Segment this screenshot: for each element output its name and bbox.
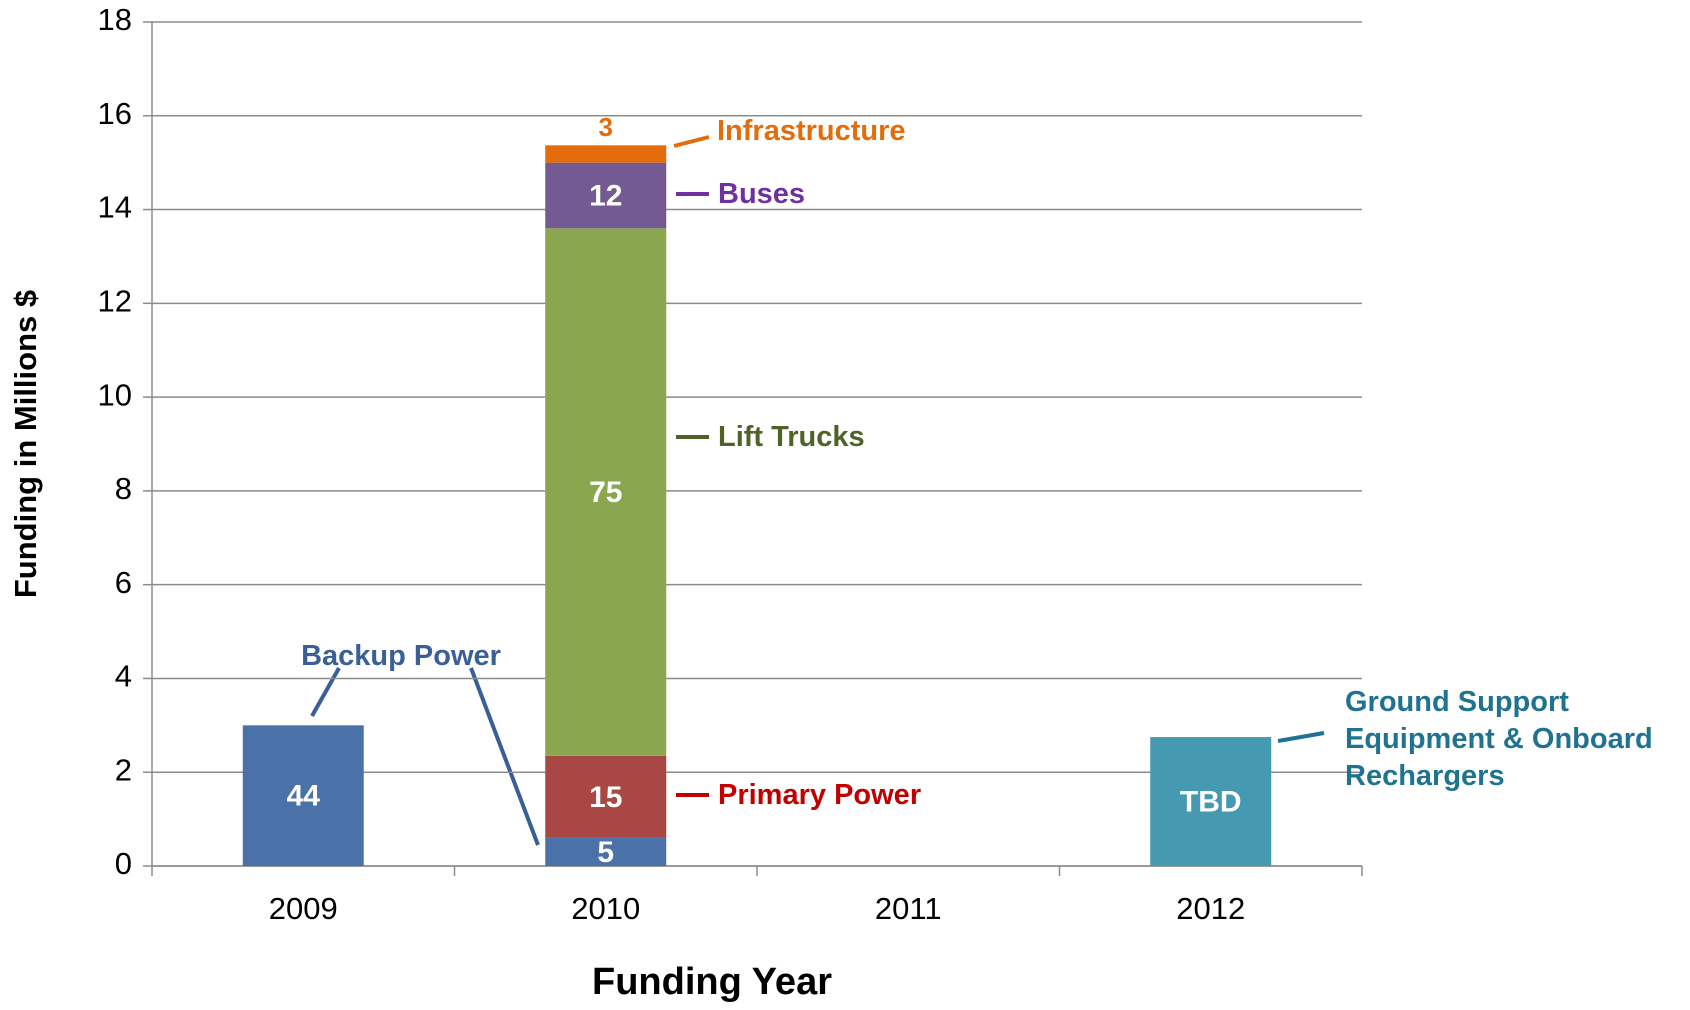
y-tick-label: 2: [115, 752, 132, 787]
y-tick-label: 16: [98, 96, 132, 131]
series-callout: Buses: [718, 178, 806, 210]
series-callout: Backup Power: [301, 640, 501, 672]
y-tick-label: 4: [115, 659, 132, 694]
series-callout: Ground Support Equipment & Onboard Recha…: [1345, 686, 1653, 792]
segment-label: 3: [599, 112, 613, 142]
leader-line: [673, 135, 710, 148]
segment-label: 15: [589, 781, 622, 814]
segment-label: 75: [589, 476, 622, 509]
bar-segment: [545, 837, 667, 866]
x-tick-label: 2010: [571, 891, 640, 926]
y-tick-label: 12: [98, 284, 132, 319]
bar-segment: [1150, 737, 1272, 866]
y-tick-label: 14: [98, 190, 132, 225]
y-tick-label: 10: [98, 377, 132, 412]
y-tick-label: 6: [115, 565, 132, 600]
x-tick-label: 2012: [1176, 891, 1245, 926]
series-callout: Lift Trucks: [718, 421, 865, 453]
segment-label: 44: [287, 780, 321, 813]
bar-segment: [242, 725, 364, 866]
segment-label: 12: [589, 179, 622, 212]
segment-label: 5: [597, 836, 614, 869]
y-tick-label: 18: [98, 2, 132, 37]
x-tick-label: 2011: [875, 891, 942, 926]
leader-lines: [310, 135, 1325, 846]
leader-line: [1277, 731, 1325, 743]
y-tick-label: 8: [115, 471, 132, 506]
bar-segment: [545, 755, 667, 838]
y-axis-title: Funding in Millions $: [8, 290, 43, 598]
series-callout: Primary Power: [718, 779, 922, 811]
y-tick-label: 0: [115, 846, 132, 881]
leader-line: [469, 667, 540, 846]
x-tick-label: 2009: [269, 891, 338, 926]
series-callout: Infrastructure: [717, 115, 906, 147]
bar-segment: [545, 145, 667, 163]
leader-line: [310, 667, 341, 717]
bar-segment: [545, 228, 667, 756]
bar-segment: [545, 162, 667, 229]
segment-label: TBD: [1180, 785, 1242, 818]
x-axis-title: Funding Year: [592, 961, 832, 1003]
